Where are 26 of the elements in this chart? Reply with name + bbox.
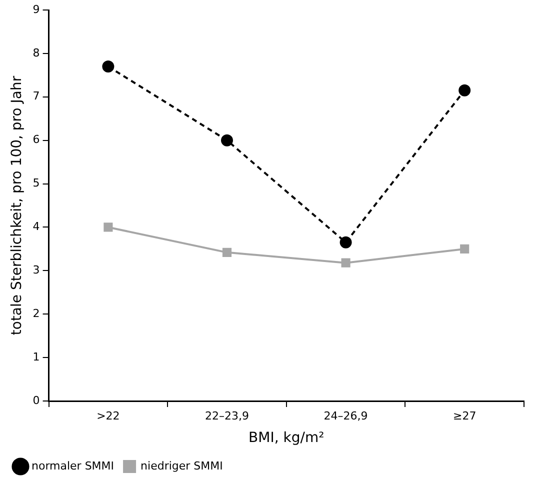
y-tick-label: 0 xyxy=(32,394,40,407)
point xyxy=(221,134,233,146)
x-tick-label: 24–26,9 xyxy=(324,409,368,422)
y-tick-label: 1 xyxy=(32,350,40,364)
point xyxy=(222,248,232,257)
x-axis-title: BMI, kg/m² xyxy=(248,430,324,446)
x-tick-label: >22 xyxy=(96,409,120,422)
point xyxy=(341,258,350,268)
y-tick-label: 8 xyxy=(32,46,40,60)
y-tick-label: 6 xyxy=(32,133,40,146)
y-tick-label: 3 xyxy=(32,264,40,277)
y-tick-label: 2 xyxy=(32,306,40,320)
y-tick-label: 7 xyxy=(32,90,40,103)
x-tick-label: 22–23,9 xyxy=(205,409,249,422)
y-tick-label: 9 xyxy=(32,2,40,16)
legend-label: niedriger SMMI xyxy=(140,459,223,472)
x-tick-label: ≥27 xyxy=(452,409,476,422)
y-tick-label: 4 xyxy=(32,220,40,234)
legend-label: normaler SMMI xyxy=(32,459,114,472)
point xyxy=(102,60,114,72)
point xyxy=(104,222,113,232)
y-tick-label: 5 xyxy=(32,176,40,190)
point xyxy=(460,244,470,254)
point xyxy=(340,236,352,248)
y-axis-title: totale Sterblichkeit, pro 100, pro Jahr xyxy=(9,76,26,336)
point xyxy=(458,84,471,96)
